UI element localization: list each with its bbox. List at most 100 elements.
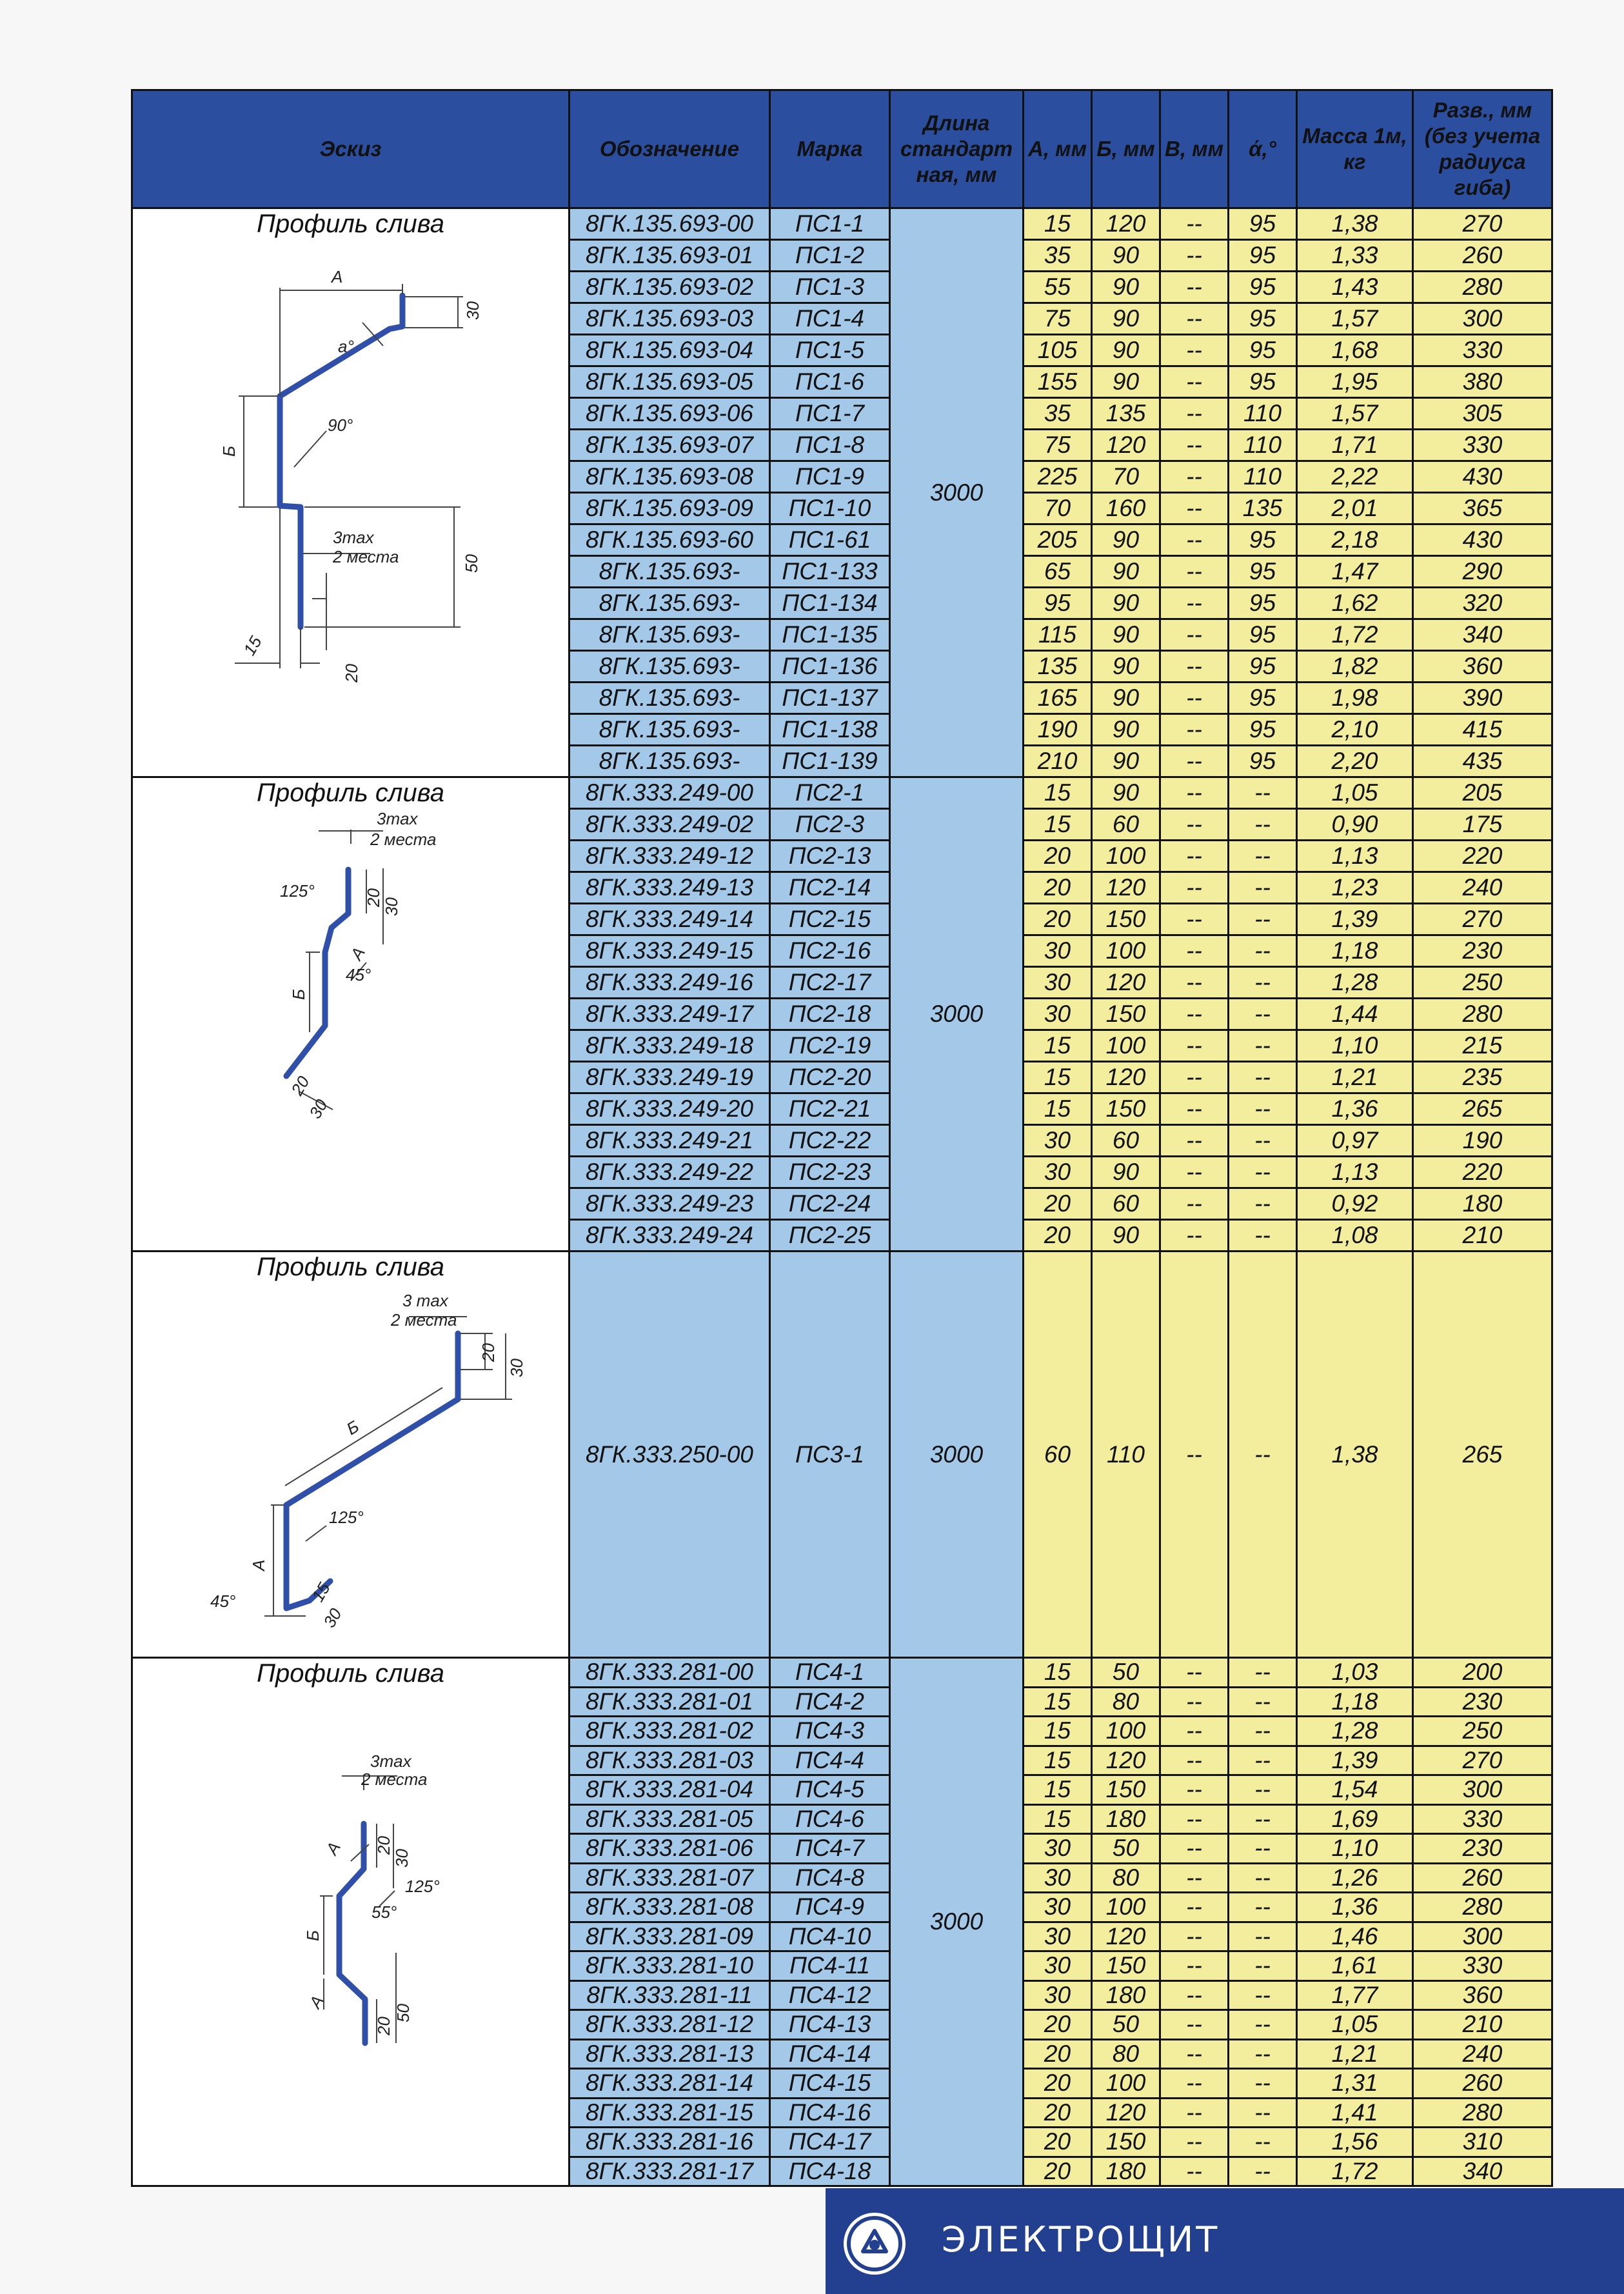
a-cell: 20 bbox=[1022, 839, 1093, 873]
b-cell: 90 bbox=[1091, 1155, 1161, 1189]
svg-text:20: 20 bbox=[479, 1343, 498, 1362]
b-cell: 150 bbox=[1091, 1774, 1161, 1806]
svg-text:30: 30 bbox=[392, 1849, 411, 1868]
a-cell: 30 bbox=[1022, 1950, 1093, 1982]
designation-cell: 8ГК.333.281-07 bbox=[568, 1862, 771, 1893]
mark-cell: ПС1-4 bbox=[769, 302, 891, 335]
a-cell: 15 bbox=[1022, 1686, 1093, 1717]
mass-cell: 1,61 bbox=[1296, 1950, 1414, 1982]
mass-cell: 1,08 bbox=[1296, 1219, 1414, 1252]
profile-spec-table: Эскиз Обозначение Марка Длина стандарт н… bbox=[131, 89, 1553, 2187]
development-cell: 280 bbox=[1412, 997, 1553, 1031]
mass-cell: 1,39 bbox=[1296, 1744, 1414, 1776]
svg-text:50: 50 bbox=[462, 554, 481, 573]
mark-cell: ПС1-136 bbox=[769, 650, 891, 683]
b-cell: 120 bbox=[1091, 966, 1161, 999]
mark-cell: ПС2-1 bbox=[769, 776, 891, 810]
b-cell: 150 bbox=[1091, 1092, 1161, 1126]
profile-3-sketch: 3 max 2 места 20 30 Б 125° А 45° 15 30 bbox=[210, 1291, 526, 1631]
a-cell: 35 bbox=[1022, 239, 1093, 272]
angle-cell: 110 bbox=[1227, 460, 1298, 494]
development-cell: 300 bbox=[1412, 1774, 1553, 1806]
mark-cell: ПС1-10 bbox=[769, 492, 891, 525]
table-row: 8ГК.135.693- ПС1-134 95 90 -- 95 1,62 320 bbox=[132, 586, 1553, 620]
development-cell: 360 bbox=[1412, 650, 1553, 683]
mass-cell: 0,92 bbox=[1296, 1187, 1414, 1221]
col-header-mark: Марка bbox=[769, 89, 891, 209]
sketch-title: Профиль слива bbox=[257, 779, 444, 807]
angle-cell: 95 bbox=[1227, 681, 1298, 715]
angle-cell: -- bbox=[1227, 1061, 1298, 1094]
development-cell: 260 bbox=[1412, 2068, 1553, 2099]
a-cell: 30 bbox=[1022, 1891, 1093, 1923]
mark-cell: ПС2-24 bbox=[769, 1187, 891, 1221]
mark-cell: ПС4-6 bbox=[769, 1803, 891, 1835]
b-cell: 60 bbox=[1091, 808, 1161, 841]
mark-cell: ПС2-20 bbox=[769, 1061, 891, 1094]
mass-cell: 1,56 bbox=[1296, 2126, 1414, 2158]
svg-text:125°: 125° bbox=[329, 1508, 364, 1527]
mark-cell: ПС4-5 bbox=[769, 1774, 891, 1806]
angle-cell: -- bbox=[1227, 808, 1298, 841]
angle-cell: -- bbox=[1227, 1803, 1298, 1835]
v-cell: -- bbox=[1159, 871, 1229, 904]
v-cell: -- bbox=[1159, 776, 1229, 810]
svg-text:а°: а° bbox=[338, 337, 354, 356]
v-cell: -- bbox=[1159, 713, 1229, 746]
mark-cell: ПС1-134 bbox=[769, 586, 891, 620]
mark-cell: ПС1-135 bbox=[769, 618, 891, 652]
development-cell: 200 bbox=[1412, 1657, 1553, 1688]
svg-text:3max: 3max bbox=[370, 1751, 412, 1771]
mass-cell: 1,33 bbox=[1296, 239, 1414, 272]
development-cell: 300 bbox=[1412, 1920, 1553, 1952]
v-cell: -- bbox=[1159, 1124, 1229, 1157]
table-row: 8ГК.333.249-19 ПС2-20 15 120 -- -- 1,21 235 bbox=[132, 1061, 1553, 1094]
mark-cell: ПС1-133 bbox=[769, 555, 891, 588]
angle-cell: -- bbox=[1227, 1124, 1298, 1157]
sketch-title: Профиль слива bbox=[257, 1253, 444, 1281]
v-cell: -- bbox=[1159, 1920, 1229, 1952]
a-cell: 75 bbox=[1022, 428, 1093, 462]
designation-cell: 8ГК.333.250-00 bbox=[568, 1250, 771, 1659]
v-cell: -- bbox=[1159, 1029, 1229, 1062]
b-cell: 60 bbox=[1091, 1187, 1161, 1221]
v-cell: -- bbox=[1159, 1715, 1229, 1747]
table-row: 8ГК.333.249-14 ПС2-15 20 150 -- -- 1,39 270 bbox=[132, 903, 1553, 936]
table-row: 8ГК.135.693-06 ПС1-7 35 135 -- 110 1,57 305 bbox=[132, 397, 1553, 430]
development-cell: 365 bbox=[1412, 492, 1553, 525]
angle-cell: 95 bbox=[1227, 270, 1298, 304]
table-row: 8ГК.333.281-10 ПС4-11 30 150 -- -- 1,61 330 bbox=[132, 1950, 1553, 1982]
table-row: 8ГК.333.249-23 ПС2-24 20 60 -- -- 0,92 180 bbox=[132, 1187, 1553, 1221]
development-cell: 430 bbox=[1412, 460, 1553, 494]
v-cell: -- bbox=[1159, 1657, 1229, 1688]
table-row: 8ГК.333.249-24 ПС2-25 20 90 -- -- 1,08 210 bbox=[132, 1219, 1553, 1252]
mark-cell: ПС2-17 bbox=[769, 966, 891, 999]
mark-cell: ПС3-1 bbox=[769, 1250, 891, 1659]
b-cell: 60 bbox=[1091, 1124, 1161, 1157]
development-cell: 175 bbox=[1412, 808, 1553, 841]
designation-cell: 8ГК.135.693-60 bbox=[568, 523, 771, 557]
table-row: 8ГК.333.281-14 ПС4-15 20 100 -- -- 1,31 260 bbox=[132, 2068, 1553, 2099]
a-cell: 30 bbox=[1022, 1979, 1093, 2011]
development-cell: 435 bbox=[1412, 744, 1553, 778]
angle-cell: 95 bbox=[1227, 365, 1298, 399]
angle-cell: -- bbox=[1227, 1155, 1298, 1189]
v-cell: -- bbox=[1159, 207, 1229, 241]
angle-cell: 95 bbox=[1227, 650, 1298, 683]
development-cell: 180 bbox=[1412, 1187, 1553, 1221]
mark-cell: ПС4-4 bbox=[769, 1744, 891, 1776]
designation-cell: 8ГК.333.281-09 bbox=[568, 1920, 771, 1952]
development-cell: 210 bbox=[1412, 2009, 1553, 2040]
v-cell: -- bbox=[1159, 2009, 1229, 2040]
b-cell: 90 bbox=[1091, 239, 1161, 272]
v-cell: -- bbox=[1159, 2068, 1229, 2099]
a-cell: 190 bbox=[1022, 713, 1093, 746]
angle-cell: -- bbox=[1227, 903, 1298, 936]
designation-cell: 8ГК.333.249-02 bbox=[568, 808, 771, 841]
designation-cell: 8ГК.333.249-15 bbox=[568, 934, 771, 968]
table-row: 8ГК.135.693- ПС1-138 190 90 -- 95 2,10 415 bbox=[132, 713, 1553, 746]
mark-cell: ПС4-16 bbox=[769, 2097, 891, 2128]
table-row: 8ГК.135.693-05 ПС1-6 155 90 -- 95 1,95 380 bbox=[132, 365, 1553, 399]
mass-cell: 1,46 bbox=[1296, 1920, 1414, 1952]
svg-text:45°: 45° bbox=[346, 965, 371, 984]
